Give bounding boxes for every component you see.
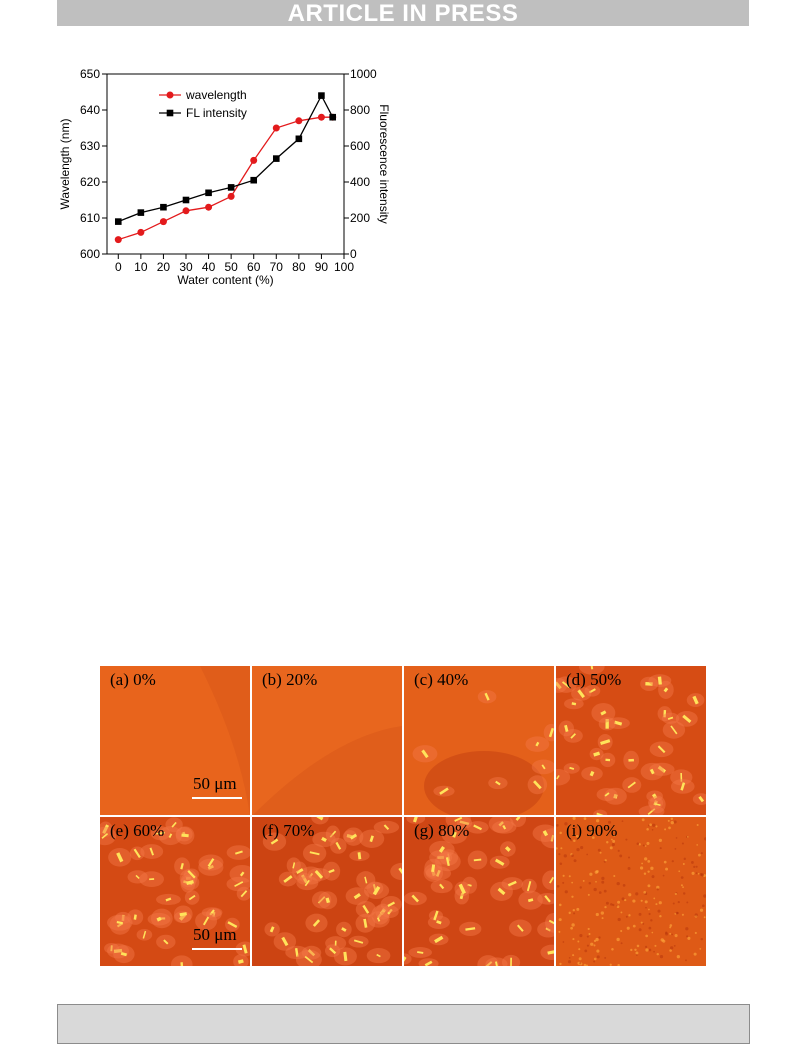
y2-tick-label: 600 <box>350 139 370 153</box>
wavelength-point <box>272 124 280 132</box>
x-tick-label: 20 <box>157 260 171 274</box>
x-tick-label: 30 <box>179 260 193 274</box>
fl-intensity-point <box>160 203 167 211</box>
micrograph-image <box>262 817 402 966</box>
panel-label: (e) 60% <box>110 821 165 840</box>
plot-frame <box>106 73 345 255</box>
panel-label: (c) 40% <box>414 670 469 689</box>
y-axis-label: Wavelength (nm) <box>58 119 72 210</box>
micrograph-panel: (c) 40% <box>404 666 554 815</box>
citation-footer-box <box>57 1004 750 1044</box>
fl-intensity-point <box>295 135 303 143</box>
panel-label: (f) 70% <box>262 821 315 840</box>
fl-intensity-point <box>182 196 190 204</box>
article-in-press-banner: ARTICLE IN PRESS <box>57 0 749 27</box>
micrograph-image <box>556 666 706 815</box>
fl-intensity-point <box>329 113 337 121</box>
y2-tick-label: 1000 <box>350 67 377 81</box>
fl-intensity-point <box>205 189 212 197</box>
fl-intensity-point <box>137 209 145 216</box>
wavelength-point <box>227 192 235 200</box>
micrograph-image <box>556 817 706 966</box>
wavelength-point <box>250 156 258 164</box>
y-tick-label: 640 <box>80 103 100 117</box>
x-tick-label: 100 <box>334 260 354 274</box>
legend-label: FL intensity <box>186 106 247 120</box>
panel-label: (g) 80% <box>414 821 470 840</box>
micrograph-image <box>252 726 402 815</box>
scale-bar <box>192 797 242 799</box>
micrograph-panel: (f) 70% <box>252 817 402 966</box>
wavelength-point <box>317 113 325 121</box>
wavelength-point <box>114 236 122 244</box>
x-axis-label: Water content (%) <box>177 273 273 287</box>
wavelength-point <box>205 203 213 211</box>
panel-label: (b) 20% <box>262 670 318 689</box>
y2-tick-label: 200 <box>350 211 370 225</box>
x-tick-label: 60 <box>247 260 261 274</box>
x-tick-label: 90 <box>315 260 329 274</box>
fl-intensity-point <box>227 184 235 191</box>
micrograph-image <box>200 666 250 815</box>
wavelength-intensity-chart: 600 610 620 630 640 650 0 200 400 600 800 1000 0 10 20… <box>58 67 391 287</box>
wavelength-point <box>182 207 190 215</box>
y2-axis-label: Fluorescence intensity <box>377 104 391 223</box>
micrograph-panel: (e) 60% 50 μm <box>100 817 250 966</box>
micrograph-image <box>100 817 250 966</box>
legend-label: wavelength <box>185 88 247 102</box>
y2-tick-label: 0 <box>350 247 357 261</box>
fl-intensity-point <box>318 92 325 99</box>
fl-intensity-point <box>250 176 258 184</box>
y-tick-label: 600 <box>80 247 100 261</box>
fluorescence-microscopy-figure: (a) 0% 50 μm (b) 20% (c) 40% (d) 50% (e) 60% 5… <box>100 666 706 967</box>
micrograph-panel: (b) 20% <box>252 666 402 815</box>
x-tick-label: 0 <box>115 260 122 274</box>
y-tick-label: 620 <box>80 175 100 189</box>
wavelength-point <box>137 228 145 236</box>
x-tick-label: 80 <box>292 260 306 274</box>
scale-bar <box>192 948 242 950</box>
fl-intensity-point <box>272 155 280 162</box>
panel-label: (a) 0% <box>110 670 156 689</box>
y-tick-label: 610 <box>80 211 100 225</box>
scale-bar-label: 50 μm <box>193 925 237 944</box>
micrograph-panel: (a) 0% 50 μm <box>100 666 250 815</box>
micrograph-panel: (d) 50% <box>556 666 706 815</box>
wavelength-point <box>159 218 167 226</box>
scale-bar-label: 50 μm <box>193 774 237 793</box>
micrograph-image <box>412 690 554 815</box>
y2-tick-label: 400 <box>350 175 370 189</box>
legend-marker <box>166 109 174 117</box>
y-tick-label: 630 <box>80 139 100 153</box>
legend-marker <box>166 91 174 99</box>
micrograph-panel: (i) 90% <box>556 817 706 966</box>
micrograph-panel: (g) 80% <box>404 817 554 966</box>
y2-tick-label: 800 <box>350 103 370 117</box>
panel-label: (d) 50% <box>566 670 622 689</box>
x-tick-label: 50 <box>224 260 238 274</box>
fl-intensity-point <box>114 218 122 225</box>
x-tick-label: 40 <box>202 260 216 274</box>
x-tick-label: 10 <box>134 260 148 274</box>
micrograph-image <box>404 817 554 966</box>
wavelength-point <box>295 117 303 125</box>
x-tick-label: 70 <box>270 260 284 274</box>
panel-label: (i) 90% <box>566 821 618 840</box>
y-tick-label: 650 <box>80 67 100 81</box>
